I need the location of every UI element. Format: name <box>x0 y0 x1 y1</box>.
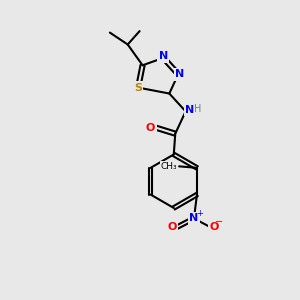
Text: −: − <box>215 217 223 227</box>
Text: O: O <box>168 222 177 232</box>
Text: CH₃: CH₃ <box>161 162 178 171</box>
Text: +: + <box>196 209 203 218</box>
Text: N: N <box>175 69 184 79</box>
Text: N: N <box>189 213 199 224</box>
Text: H: H <box>194 104 202 114</box>
Text: O: O <box>209 222 219 232</box>
Text: N: N <box>159 51 168 62</box>
Text: S: S <box>134 82 142 93</box>
Text: N: N <box>185 105 195 115</box>
Text: O: O <box>146 123 155 133</box>
